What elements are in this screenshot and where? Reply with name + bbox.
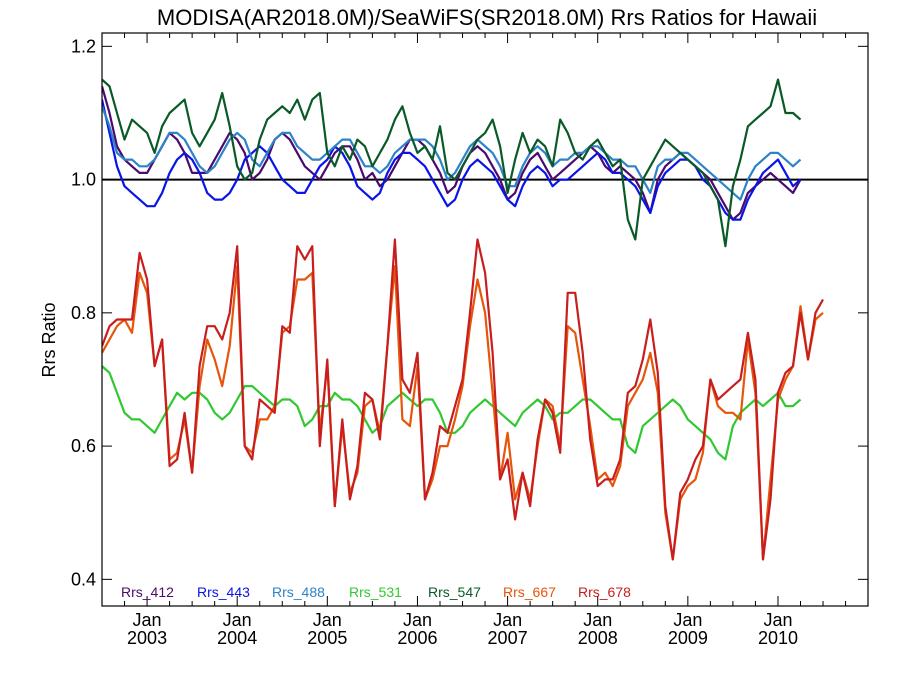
x-tick-label-month: Jan	[223, 610, 252, 630]
series-line-rrs_443	[102, 99, 802, 221]
x-tick-label-year: 2005	[307, 628, 347, 648]
x-tick-label-year: 2010	[758, 628, 798, 648]
y-tick-label: 1.2	[71, 36, 96, 56]
x-tick-label-year: 2004	[217, 628, 257, 648]
y-tick-label: 0.6	[71, 436, 96, 456]
x-tick-label-year: 2008	[578, 628, 618, 648]
legend-entry: Rrs_443	[197, 584, 250, 600]
x-tick-label-year: 2003	[127, 628, 167, 648]
legend-entry: Rrs_547	[428, 584, 481, 600]
x-tick-label-year: 2009	[668, 628, 708, 648]
legend-entry: Rrs_678	[578, 584, 631, 600]
y-axis-label: Rrs Ratio	[39, 302, 59, 377]
series-line-rrs_667	[102, 265, 824, 561]
plot-frame	[101, 32, 869, 607]
legend-entry: Rrs_531	[349, 584, 402, 600]
plot-area: 0.40.60.81.01.2Jan2003Jan2004Jan2005Jan2…	[71, 33, 868, 648]
chart-title: MODISA(AR2018.0M)/SeaWiFS(SR2018.0M) Rrs…	[157, 5, 817, 30]
y-tick-label: 0.4	[71, 569, 96, 589]
legend-entry: Rrs_412	[121, 584, 174, 600]
y-tick-label: 0.8	[71, 303, 96, 323]
series-line-rrs_488	[102, 105, 802, 201]
y-tick-label: 1.0	[71, 170, 96, 190]
x-tick-label-year: 2007	[488, 628, 528, 648]
x-tick-label-year: 2006	[397, 628, 437, 648]
series-line-rrs_547	[102, 78, 802, 248]
x-tick-label-month: Jan	[583, 610, 612, 630]
legend-entry: Rrs_667	[503, 584, 556, 600]
x-tick-label-month: Jan	[493, 610, 522, 630]
x-tick-label-month: Jan	[763, 610, 792, 630]
x-tick-label-month: Jan	[313, 610, 342, 630]
series-line-rrs_412	[102, 86, 802, 221]
legend-entry: Rrs_488	[272, 584, 325, 600]
legend: Rrs_412 Rrs_443 Rrs_488 Rrs_531 Rrs_547 Rrs_6…	[121, 584, 631, 600]
series-line-rrs_678	[102, 238, 824, 561]
series-line-rrs_531	[102, 365, 802, 461]
x-tick-label-month: Jan	[403, 610, 432, 630]
x-tick-label-month: Jan	[133, 610, 162, 630]
x-tick-label-month: Jan	[673, 610, 702, 630]
